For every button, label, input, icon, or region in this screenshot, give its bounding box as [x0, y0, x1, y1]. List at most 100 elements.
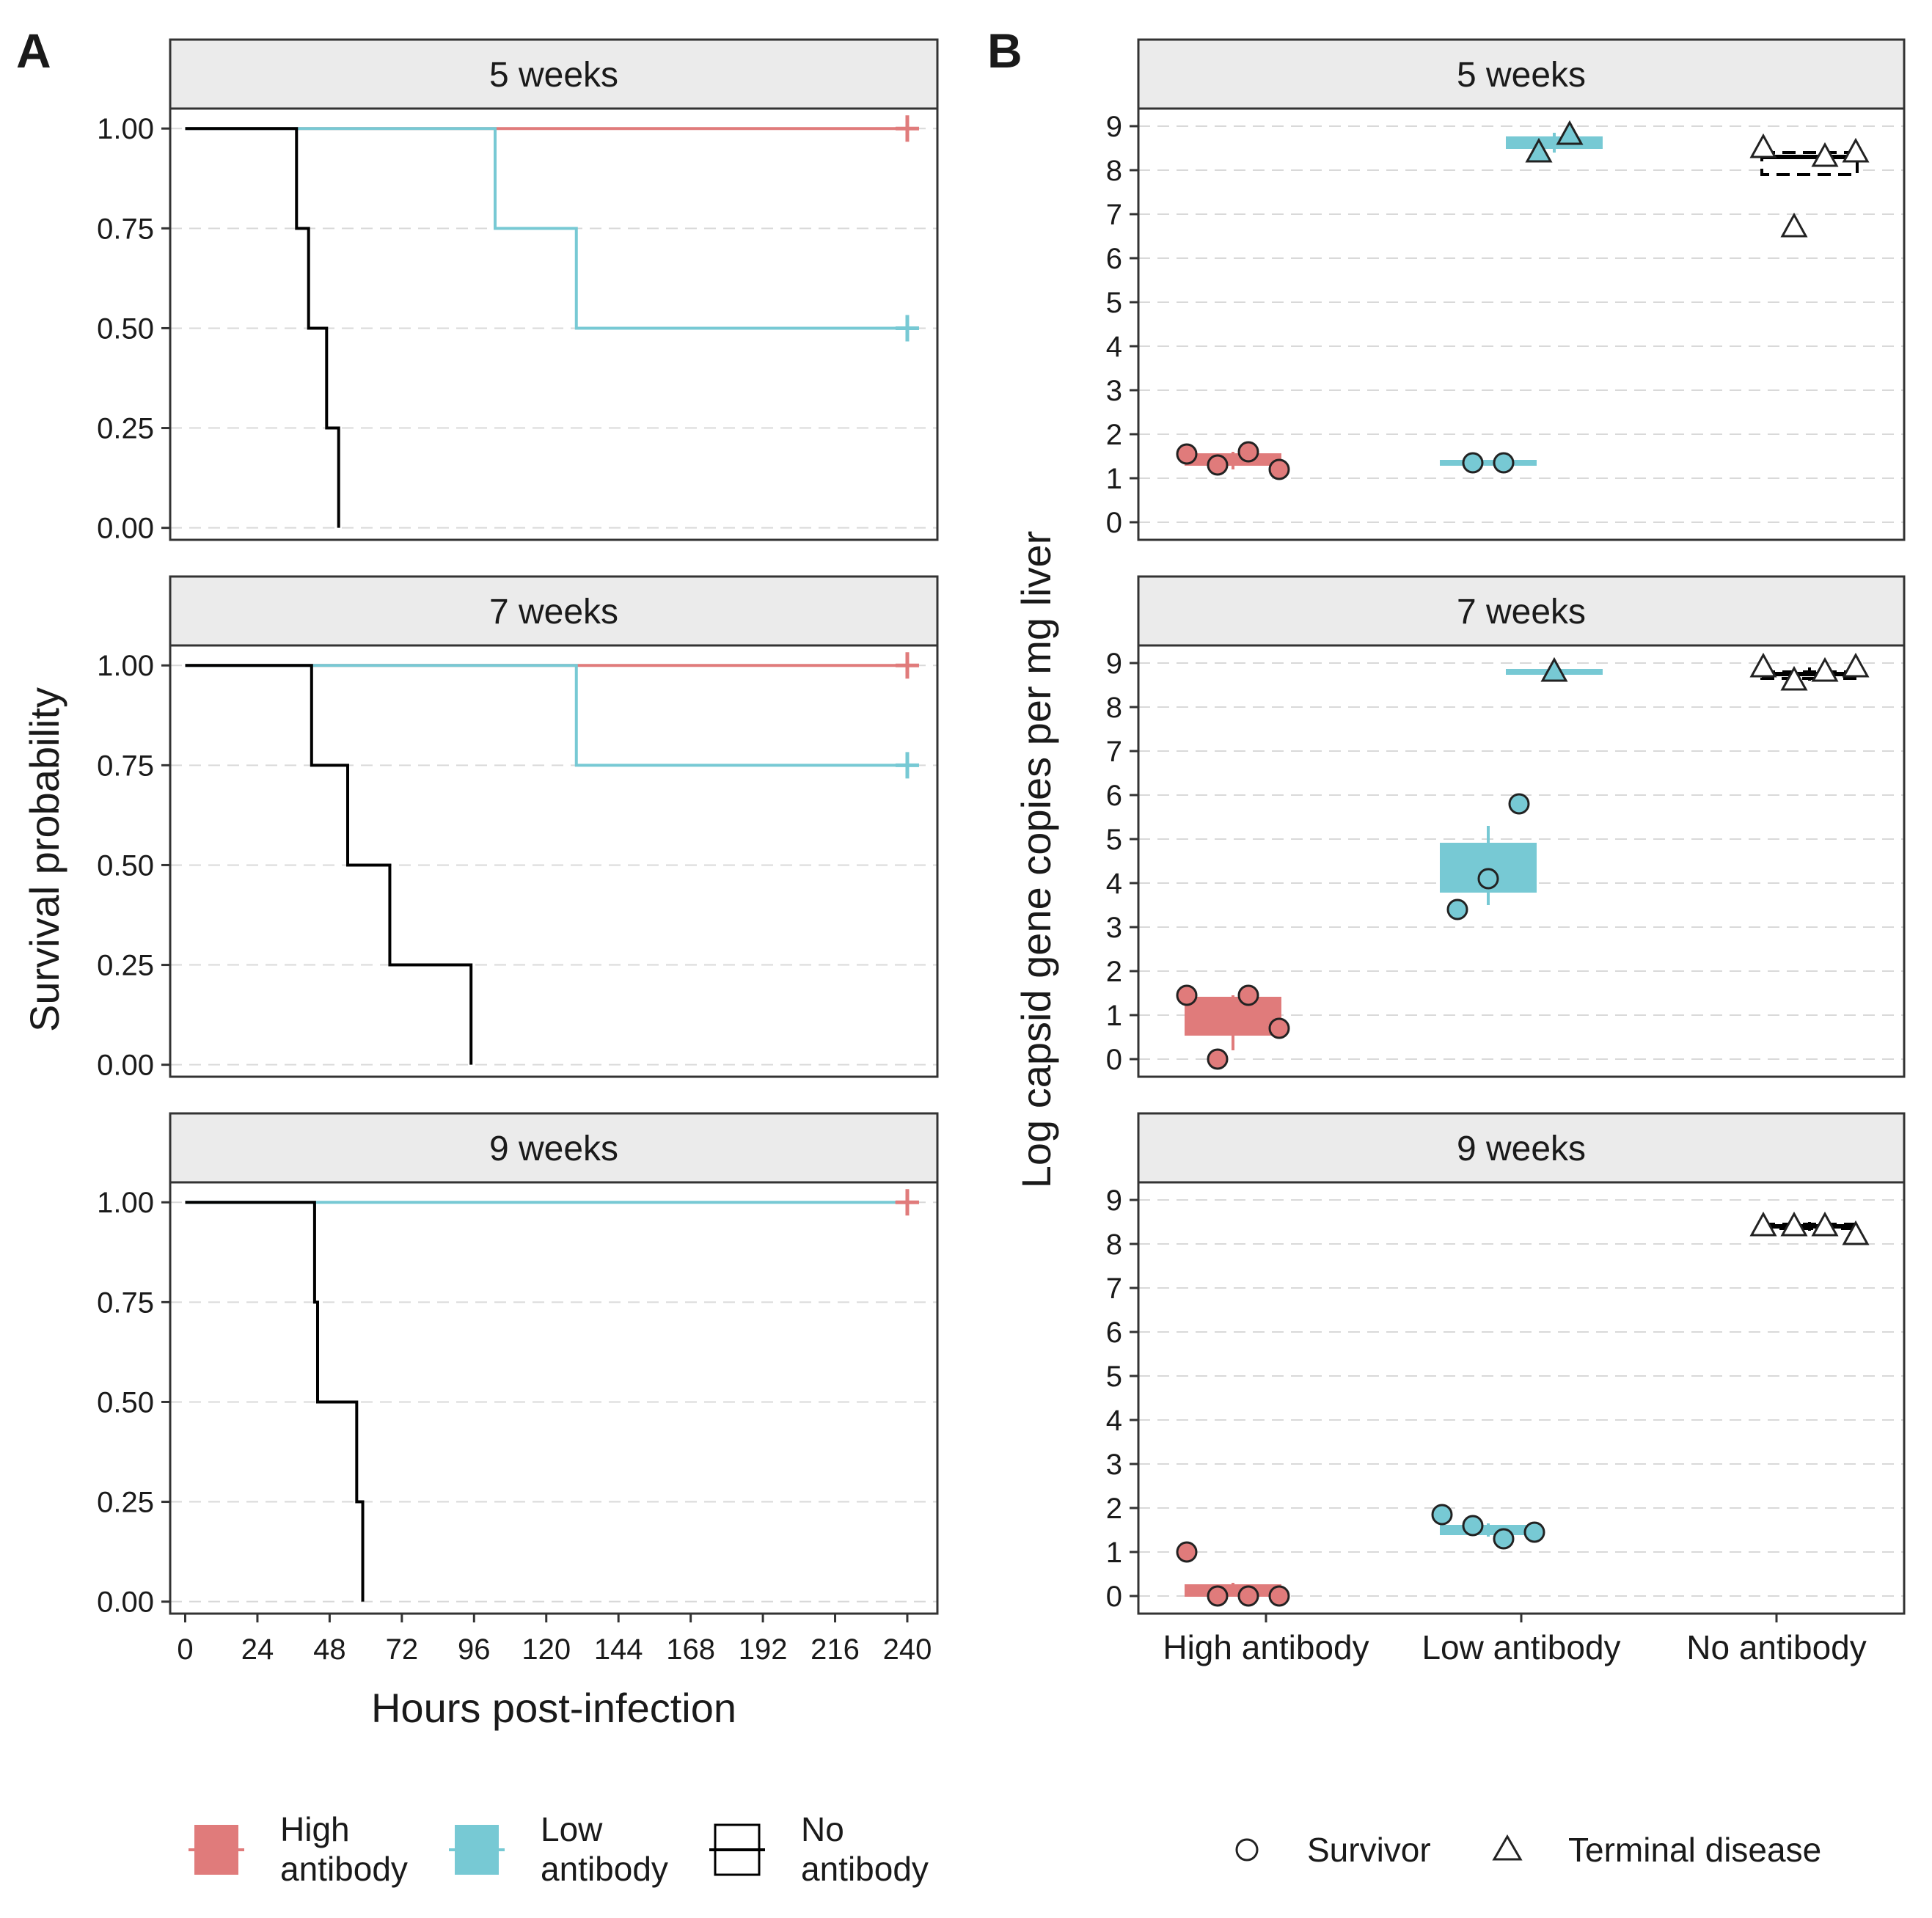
point-terminal-disease — [1811, 1211, 1839, 1237]
y-tick-label: 7 — [1106, 1273, 1122, 1305]
point-survivor — [1523, 1521, 1545, 1543]
y-tick-label: 2 — [1106, 1493, 1122, 1525]
x-tick-label: 0 — [177, 1633, 193, 1666]
x-tick-label: 24 — [241, 1633, 274, 1666]
point-survivor — [1237, 984, 1259, 1006]
censor-mark-high-antibody — [895, 1189, 919, 1216]
x-tick-label: 96 — [458, 1633, 491, 1666]
y-tick-label: 8 — [1106, 1229, 1122, 1261]
panel-border — [1137, 1181, 1906, 1615]
x-tick-label: 240 — [883, 1633, 932, 1666]
y-tick-label: 1.00 — [97, 1187, 154, 1219]
point-terminal-disease — [1556, 120, 1584, 145]
point-survivor — [1237, 441, 1259, 463]
y-tick-label: 1.00 — [97, 650, 154, 682]
point-terminal-disease — [1842, 652, 1870, 678]
point-terminal-disease — [1780, 665, 1808, 691]
point-terminal-disease — [1749, 1211, 1777, 1237]
survival-facet-5-weeks: 5 weeks 0.00 0.25 0.50 0.75 1.00 — [97, 38, 939, 545]
point-terminal-disease — [1842, 1220, 1870, 1245]
y-tick-label: 0.25 — [97, 950, 154, 982]
point-terminal-disease — [1749, 133, 1777, 158]
y-tick-label: 0 — [1106, 1044, 1122, 1076]
facet-title: 7 weeks — [1457, 593, 1586, 632]
y-tick-label: 0.75 — [97, 213, 154, 245]
point-terminal-disease — [1749, 652, 1777, 678]
point-survivor — [1462, 452, 1484, 474]
y-tick-label: 0 — [1106, 1581, 1122, 1613]
panel-border — [169, 644, 939, 1078]
y-tick-label: 4 — [1106, 1405, 1122, 1437]
capsid-x-axis: High antibody Low antibody No antibody — [1163, 1614, 1867, 1666]
capsid-facet-7-weeks: 7 weeks 0 1 2 3 4 5 6 7 8 9 — [1106, 575, 1906, 1078]
y-tick-label: 1 — [1106, 463, 1122, 495]
legend-label: Low — [541, 1810, 603, 1848]
x-tick-label: Low antibody — [1421, 1628, 1620, 1666]
censor-mark-low-antibody — [895, 315, 919, 342]
point-survivor — [1176, 984, 1198, 1006]
legend-label: No — [801, 1810, 844, 1848]
legend-survivor-icon — [1235, 1838, 1259, 1862]
point-survivor — [1508, 793, 1530, 815]
legend-label: antibody — [801, 1850, 929, 1888]
point-survivor — [1207, 454, 1229, 476]
survival-x-axis-title: Hours post-infection — [371, 1685, 736, 1731]
panel-border — [169, 1181, 939, 1615]
km-line-no-antibody — [185, 127, 340, 528]
x-tick-label: 192 — [739, 1633, 788, 1666]
y-tick-label: 6 — [1106, 243, 1122, 275]
y-tick-label: 3 — [1106, 912, 1122, 944]
survival-facet-9-weeks: 9 weeks 0.00 0.25 0.50 0.75 1.00 — [97, 1112, 939, 1619]
survival-y-axis-title: Survival probability — [21, 687, 67, 1032]
panel-border — [1137, 107, 1906, 541]
legend-label: Survivor — [1307, 1831, 1431, 1869]
panel-border — [169, 107, 939, 541]
point-survivor — [1176, 443, 1198, 465]
panel-label-a: A — [16, 23, 51, 78]
y-tick-label: 0.00 — [97, 1586, 154, 1619]
facet-title: 7 weeks — [489, 593, 618, 632]
point-terminal-disease — [1540, 656, 1568, 682]
facet-title: 9 weeks — [489, 1130, 618, 1168]
y-tick-label: 1.00 — [97, 113, 154, 145]
point-terminal-disease — [1780, 1211, 1808, 1237]
x-tick-label: 72 — [386, 1633, 419, 1666]
facet-title: 9 weeks — [1457, 1130, 1586, 1168]
point-survivor — [1207, 1585, 1229, 1607]
capsid-y-axis-title: Log capsid gene copies per mg liver — [1013, 531, 1059, 1189]
y-tick-label: 5 — [1106, 1361, 1122, 1393]
survival-facet-7-weeks: 7 weeks 0.00 0.25 0.50 0.75 1.00 — [97, 575, 939, 1082]
y-tick-label: 0.50 — [97, 1386, 154, 1419]
y-tick-label: 8 — [1106, 692, 1122, 724]
point-terminal-disease — [1525, 137, 1553, 163]
point-survivor — [1493, 452, 1515, 474]
point-survivor — [1268, 1017, 1290, 1039]
point-survivor — [1493, 1528, 1515, 1550]
x-tick-label: 48 — [313, 1633, 346, 1666]
y-tick-label: 5 — [1106, 287, 1122, 319]
point-terminal-disease — [1811, 142, 1839, 167]
point-terminal-disease — [1842, 137, 1870, 163]
capsid-facet-5-weeks: 5 weeks 0 1 2 3 4 5 6 7 8 9 — [1106, 38, 1906, 541]
km-line-low-antibody — [185, 664, 907, 767]
y-tick-label: 0.50 — [97, 849, 154, 882]
y-tick-label: 0.00 — [97, 513, 154, 545]
point-survivor — [1268, 458, 1290, 480]
point-survivor — [1477, 868, 1499, 890]
capsid-legend: Survivor Terminal disease — [1235, 1831, 1821, 1869]
y-tick-label: 1 — [1106, 1000, 1122, 1032]
point-survivor — [1268, 1585, 1290, 1607]
x-tick-label: 144 — [594, 1633, 643, 1666]
point-survivor — [1462, 1515, 1484, 1537]
y-tick-label: 1 — [1106, 1537, 1122, 1569]
y-tick-label: 9 — [1106, 111, 1122, 143]
facet-title: 5 weeks — [1457, 56, 1586, 95]
y-tick-label: 0.25 — [97, 1487, 154, 1519]
km-line-no-antibody — [185, 664, 473, 1065]
point-survivor — [1431, 1504, 1453, 1526]
legend-label: antibody — [280, 1850, 408, 1888]
facet-strip — [169, 575, 939, 647]
y-tick-label: 7 — [1106, 199, 1122, 231]
